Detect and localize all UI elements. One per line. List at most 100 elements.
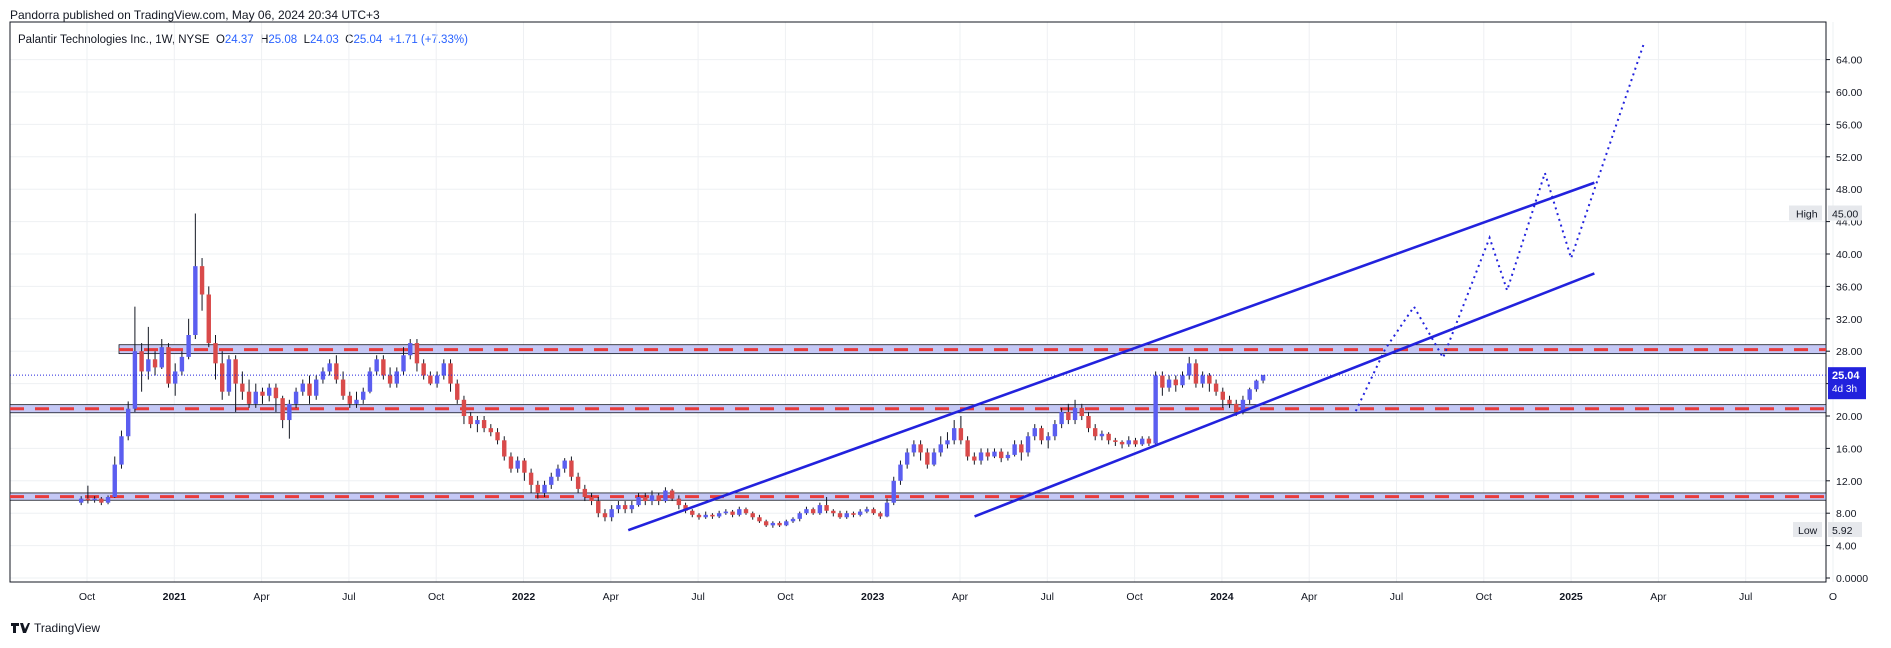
candle-body[interactable] xyxy=(314,379,319,396)
candle-body[interactable] xyxy=(810,509,816,514)
candle-body[interactable] xyxy=(804,509,809,514)
candle-body[interactable] xyxy=(857,511,863,515)
candle-body[interactable] xyxy=(112,464,117,497)
candle-body[interactable] xyxy=(1153,375,1158,444)
trend-line-0[interactable] xyxy=(627,181,1595,532)
candle-body[interactable] xyxy=(152,359,158,368)
candle-body[interactable] xyxy=(125,408,131,437)
candle-body[interactable] xyxy=(528,472,534,485)
candle-body[interactable] xyxy=(387,375,393,384)
candle-body[interactable] xyxy=(602,513,608,518)
candle-body[interactable] xyxy=(1106,433,1111,441)
candle-body[interactable] xyxy=(763,521,769,526)
candle-body[interactable] xyxy=(616,505,621,510)
candle-body[interactable] xyxy=(206,294,211,344)
candle-body[interactable] xyxy=(972,456,977,461)
candle-body[interactable] xyxy=(428,375,433,384)
price-badge[interactable] xyxy=(1828,367,1866,400)
candle-body[interactable] xyxy=(1173,379,1178,386)
candle-body[interactable] xyxy=(105,497,111,503)
candle-body[interactable] xyxy=(1032,428,1037,437)
candle-body[interactable] xyxy=(1140,438,1145,445)
candle-body[interactable] xyxy=(193,266,198,335)
candle-body[interactable] xyxy=(643,497,648,502)
candle-body[interactable] xyxy=(549,476,554,485)
candle-body[interactable] xyxy=(280,398,285,421)
candle-body[interactable] xyxy=(871,509,876,514)
candle-body[interactable] xyxy=(1180,375,1185,386)
candle-body[interactable] xyxy=(609,509,614,518)
candle-body[interactable] xyxy=(488,428,494,433)
candle-body[interactable] xyxy=(904,452,910,465)
candle-body[interactable] xyxy=(1072,407,1078,421)
candle-body[interactable] xyxy=(408,343,413,356)
candle-body[interactable] xyxy=(448,363,453,384)
candle-body[interactable] xyxy=(1025,436,1031,453)
candle-body[interactable] xyxy=(663,490,668,502)
candle-body[interactable] xyxy=(273,387,279,399)
candle-body[interactable] xyxy=(1193,363,1199,384)
candle-body[interactable] xyxy=(1039,428,1044,441)
candle-body[interactable] xyxy=(555,468,561,477)
candle-body[interactable] xyxy=(186,335,191,357)
candle-body[interactable] xyxy=(421,363,426,376)
candle-body[interactable] xyxy=(945,440,950,445)
candle-body[interactable] xyxy=(441,363,447,376)
candle-body[interactable] xyxy=(958,428,964,441)
candle-body[interactable] xyxy=(676,498,682,506)
candle-body[interactable] xyxy=(172,371,178,384)
candle-body[interactable] xyxy=(159,347,164,368)
candle-body[interactable] xyxy=(139,351,144,372)
candle-body[interactable] xyxy=(696,514,702,518)
candle-body[interactable] xyxy=(522,460,527,473)
candle-body[interactable] xyxy=(864,509,870,512)
candle-body[interactable] xyxy=(582,488,588,497)
candle-body[interactable] xyxy=(1234,403,1239,412)
candle-body[interactable] xyxy=(1200,375,1205,384)
candle-body[interactable] xyxy=(575,476,581,489)
candle-body[interactable] xyxy=(1160,375,1165,388)
candle-body[interactable] xyxy=(837,513,843,518)
candle-body[interactable] xyxy=(817,505,823,514)
candle-body[interactable] xyxy=(246,391,252,404)
candle-body[interactable] xyxy=(119,436,124,465)
candle-body[interactable] xyxy=(931,452,937,465)
candle-body[interactable] xyxy=(179,356,185,372)
candle-body[interactable] xyxy=(1133,440,1138,445)
candle-body[interactable] xyxy=(998,451,1004,459)
candle-body[interactable] xyxy=(985,452,990,457)
candle-body[interactable] xyxy=(797,513,802,519)
candle-body[interactable] xyxy=(918,444,923,453)
candle-body[interactable] xyxy=(347,395,352,404)
candle-body[interactable] xyxy=(99,498,104,503)
candle-body[interactable] xyxy=(1066,411,1071,421)
candle-body[interactable] xyxy=(649,495,655,502)
candle-body[interactable] xyxy=(784,521,789,526)
candle-body[interactable] xyxy=(569,460,574,477)
candle-body[interactable] xyxy=(951,428,957,441)
candle-body[interactable] xyxy=(770,522,776,526)
candle-body[interactable] xyxy=(307,383,312,396)
candle-body[interactable] xyxy=(562,460,567,469)
candle-body[interactable] xyxy=(1079,407,1084,416)
candle-body[interactable] xyxy=(596,501,601,514)
candle-body[interactable] xyxy=(925,452,930,465)
candle-body[interactable] xyxy=(367,371,373,392)
candle-body[interactable] xyxy=(1059,411,1064,425)
candle-body[interactable] xyxy=(965,440,970,457)
candle-body[interactable] xyxy=(414,343,420,364)
candle-body[interactable] xyxy=(629,505,635,510)
candle-body[interactable] xyxy=(240,383,245,392)
candle-body[interactable] xyxy=(690,510,695,515)
candle-body[interactable] xyxy=(777,522,782,526)
candle-body[interactable] xyxy=(636,497,641,506)
candle-body[interactable] xyxy=(992,451,997,457)
candle-body[interactable] xyxy=(1260,375,1266,381)
candle-body[interactable] xyxy=(669,490,675,499)
candle-body[interactable] xyxy=(824,505,829,511)
candle-body[interactable] xyxy=(743,509,749,514)
candle-body[interactable] xyxy=(515,460,520,469)
candle-body[interactable] xyxy=(166,347,171,384)
candle-body[interactable] xyxy=(978,452,984,461)
candle-body[interactable] xyxy=(723,511,729,514)
